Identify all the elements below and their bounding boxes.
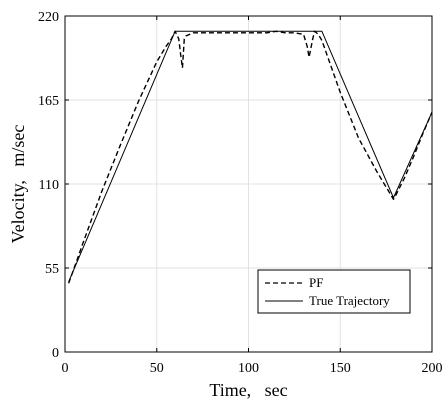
grid-layer [65, 16, 432, 352]
y-tick-label: 0 [52, 346, 59, 361]
plot-layer [68, 30, 433, 284]
x-tick-label: 150 [330, 361, 351, 376]
y-axis-label: Velocity, m/sec [8, 125, 28, 244]
x-tick-label: 200 [422, 361, 443, 376]
legend-box [257, 269, 411, 314]
legend: PF True Trajectory [257, 269, 411, 314]
y-tick-label: 110 [39, 178, 59, 193]
legend-label-pf: PF [309, 275, 323, 290]
y-tick-label: 220 [38, 10, 59, 25]
x-tick-label: 50 [150, 361, 164, 376]
y-tick-label: 165 [38, 94, 59, 109]
tick-layer: 0 50 100 150 200 0 55 110 165 220 [38, 10, 443, 376]
series-line-pf [68, 30, 433, 284]
x-tick-label: 100 [238, 361, 259, 376]
y-tick-label: 55 [45, 262, 59, 277]
x-tick-label: 0 [62, 361, 69, 376]
x-axis-label: Time, sec [209, 380, 287, 400]
legend-label-true-trajectory: True Trajectory [309, 293, 390, 308]
series-line-true-trajectory [68, 30, 433, 282]
